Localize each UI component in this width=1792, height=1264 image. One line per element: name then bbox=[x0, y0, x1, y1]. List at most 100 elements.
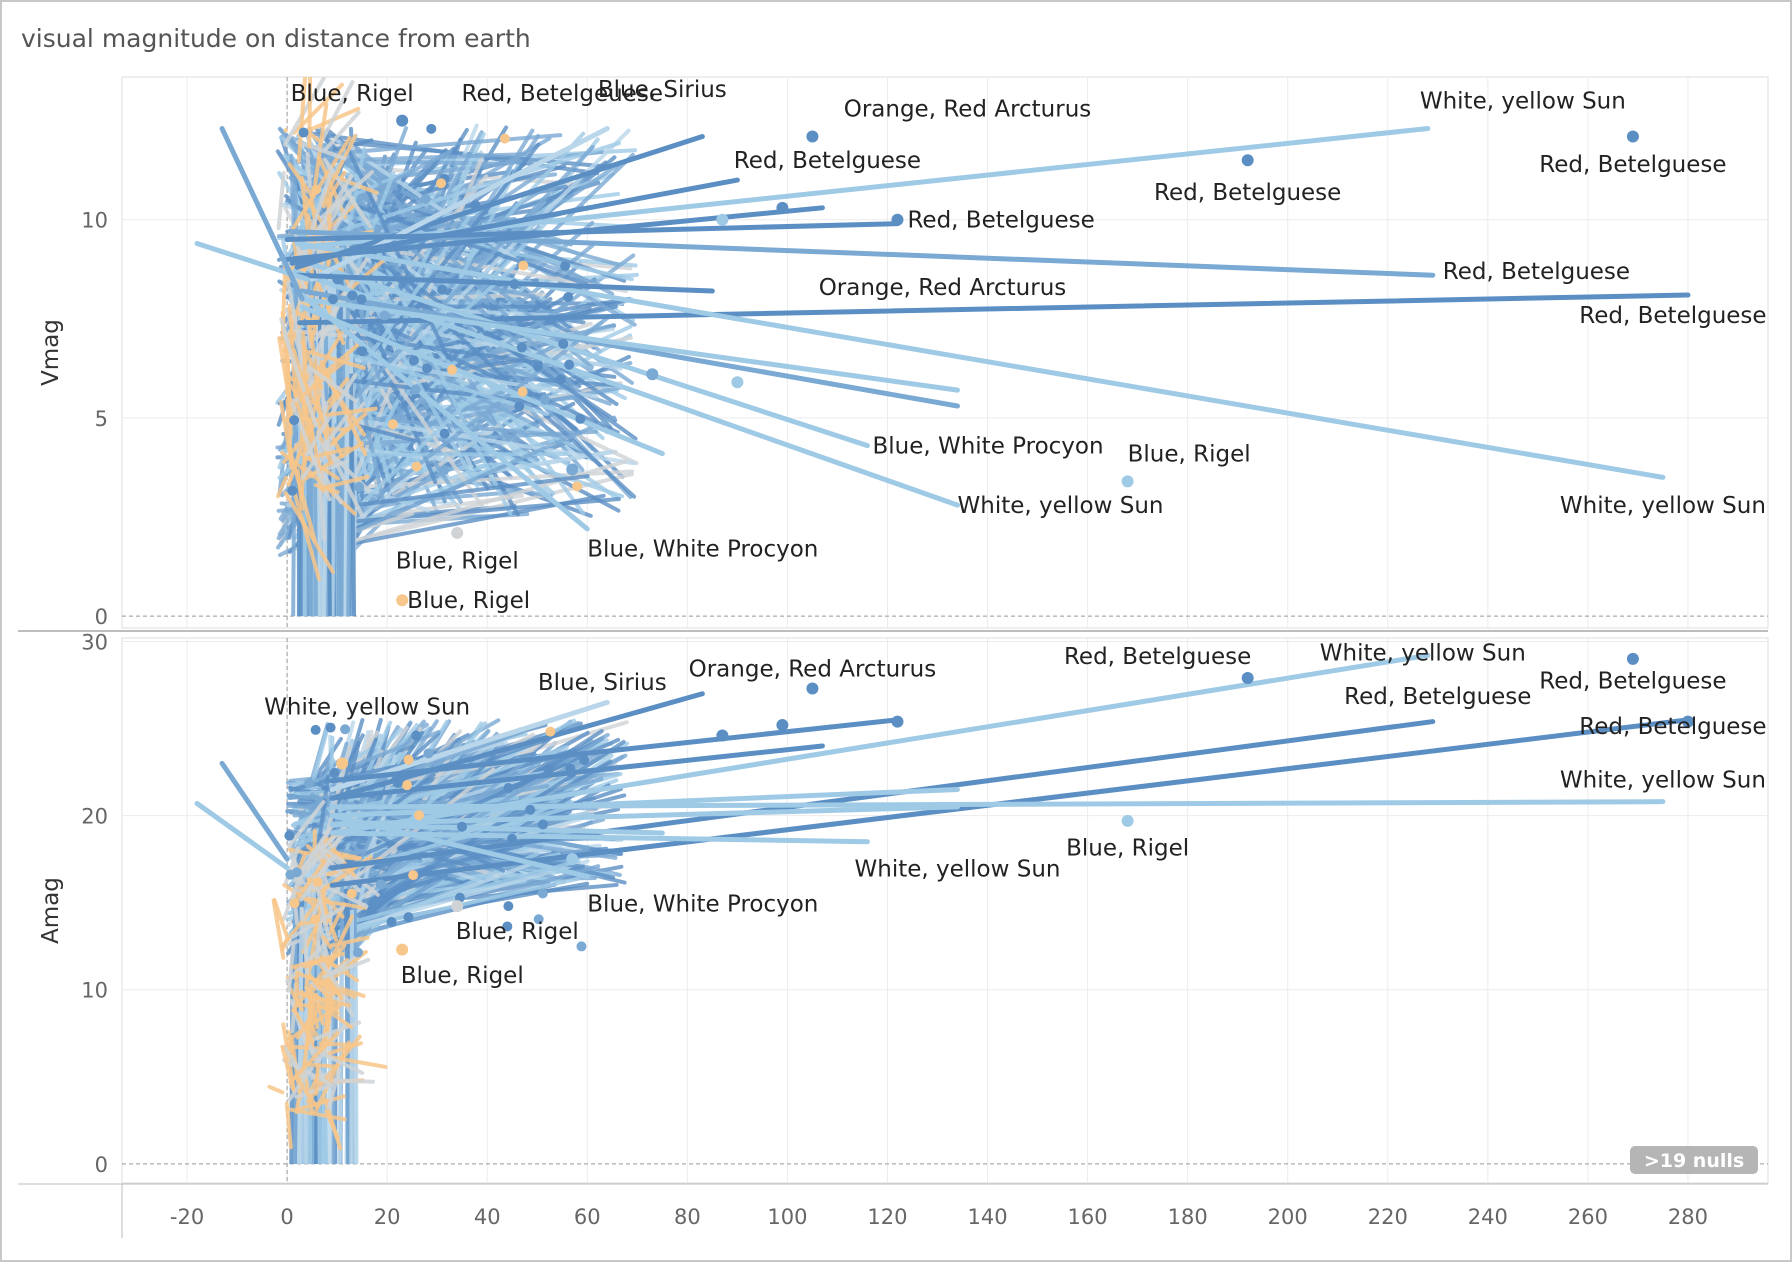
data-point bbox=[340, 724, 351, 735]
data-point bbox=[304, 778, 315, 789]
series-line bbox=[284, 205, 825, 262]
data-point bbox=[410, 384, 421, 395]
data-point bbox=[310, 914, 321, 925]
series-line bbox=[299, 304, 665, 457]
data-point bbox=[776, 201, 789, 214]
series-line bbox=[305, 1062, 337, 1069]
y-tick-label: 30 bbox=[81, 630, 108, 654]
series-line bbox=[310, 876, 580, 940]
series-group bbox=[194, 77, 1691, 617]
data-point bbox=[1681, 715, 1694, 728]
series-line bbox=[329, 717, 900, 784]
series-line bbox=[313, 276, 346, 346]
series-line bbox=[294, 256, 870, 449]
x-tick-label: 240 bbox=[1468, 1205, 1508, 1229]
series-line bbox=[319, 360, 368, 457]
data-point bbox=[422, 363, 433, 374]
series-line bbox=[323, 411, 368, 452]
y-tick-label: 10 bbox=[81, 979, 108, 1003]
data-point bbox=[291, 867, 302, 878]
data-point bbox=[575, 413, 586, 424]
data-label: Blue, White Procyon bbox=[587, 537, 818, 563]
data-point bbox=[289, 415, 300, 426]
data-point bbox=[516, 342, 527, 353]
null-badge[interactable]: >19 nulls bbox=[1630, 1146, 1758, 1174]
data-label: Red, Betelgeuese bbox=[462, 81, 663, 107]
data-point bbox=[891, 715, 904, 728]
data-point bbox=[579, 755, 590, 766]
series-line bbox=[307, 349, 367, 370]
data-point bbox=[408, 355, 419, 366]
data-point bbox=[379, 310, 390, 321]
data-point bbox=[537, 888, 548, 899]
data-point bbox=[499, 133, 510, 144]
data-label: Blue, Sirius bbox=[598, 77, 727, 103]
series-line bbox=[299, 989, 354, 1030]
series-line bbox=[289, 177, 740, 266]
data-point bbox=[514, 401, 525, 412]
panel-frame bbox=[121, 637, 1769, 1184]
data-point bbox=[1241, 154, 1254, 167]
x-tick-label: 20 bbox=[374, 1205, 401, 1229]
null-badge-bg bbox=[1630, 1146, 1758, 1174]
y-tick-label: 0 bbox=[95, 605, 108, 629]
data-point bbox=[1121, 475, 1134, 488]
series-group bbox=[194, 652, 1694, 1164]
data-label: Red, Betelguese bbox=[1154, 180, 1341, 206]
series-line bbox=[342, 460, 348, 617]
series-line bbox=[296, 77, 308, 164]
series-line bbox=[284, 1101, 293, 1150]
data-label: White, yellow Sun bbox=[1560, 493, 1766, 519]
series-line bbox=[334, 423, 342, 617]
data-label: Red, Betelguese bbox=[1344, 684, 1531, 710]
series-line bbox=[326, 1068, 341, 1110]
data-point bbox=[347, 290, 358, 301]
data-point bbox=[716, 213, 729, 226]
data-point bbox=[426, 123, 437, 134]
data-point bbox=[564, 359, 575, 370]
series-line bbox=[314, 1065, 320, 1096]
series-line bbox=[319, 134, 358, 206]
data-point bbox=[352, 947, 363, 958]
series-line bbox=[289, 1107, 347, 1122]
x-tick-label: -20 bbox=[170, 1205, 204, 1229]
data-point bbox=[396, 943, 409, 956]
y-axis-label: Amag bbox=[38, 877, 64, 944]
data-point bbox=[716, 729, 729, 742]
x-tick-label: 280 bbox=[1668, 1205, 1708, 1229]
series-line bbox=[272, 897, 290, 942]
data-point bbox=[537, 819, 548, 830]
x-tick-label: 100 bbox=[767, 1205, 807, 1229]
data-point bbox=[543, 764, 554, 775]
data-point bbox=[731, 376, 744, 389]
series-line bbox=[283, 77, 327, 147]
series-line bbox=[290, 329, 348, 338]
series-line bbox=[294, 1083, 334, 1099]
series-line bbox=[219, 126, 305, 302]
x-axis: -20 0 20 40 60 80 100 120 140 160 180 200 220 240 260 2… bbox=[18, 1183, 1768, 1238]
series-line bbox=[326, 1054, 388, 1069]
data-point bbox=[533, 914, 544, 925]
series-line bbox=[287, 1029, 294, 1053]
data-label: Red, Betelguese bbox=[1579, 303, 1766, 329]
series-line bbox=[286, 280, 306, 368]
data-point bbox=[451, 526, 464, 539]
data-point bbox=[356, 294, 367, 305]
series-line bbox=[327, 957, 333, 1164]
data-point bbox=[457, 821, 468, 832]
x-tick-label: 260 bbox=[1568, 1205, 1608, 1229]
series-line bbox=[319, 474, 370, 491]
data-point bbox=[439, 428, 450, 439]
data-label: Blue, White Procyon bbox=[872, 434, 1103, 460]
series-line bbox=[219, 760, 290, 862]
series-line bbox=[309, 723, 331, 791]
chart-title: visual magnitude on distance from earth bbox=[21, 24, 531, 53]
y-tick-label: 5 bbox=[95, 407, 108, 431]
series-line bbox=[302, 356, 351, 397]
data-point bbox=[563, 292, 574, 303]
data-point bbox=[447, 364, 458, 375]
series-line bbox=[346, 480, 352, 617]
series-line bbox=[329, 743, 825, 801]
